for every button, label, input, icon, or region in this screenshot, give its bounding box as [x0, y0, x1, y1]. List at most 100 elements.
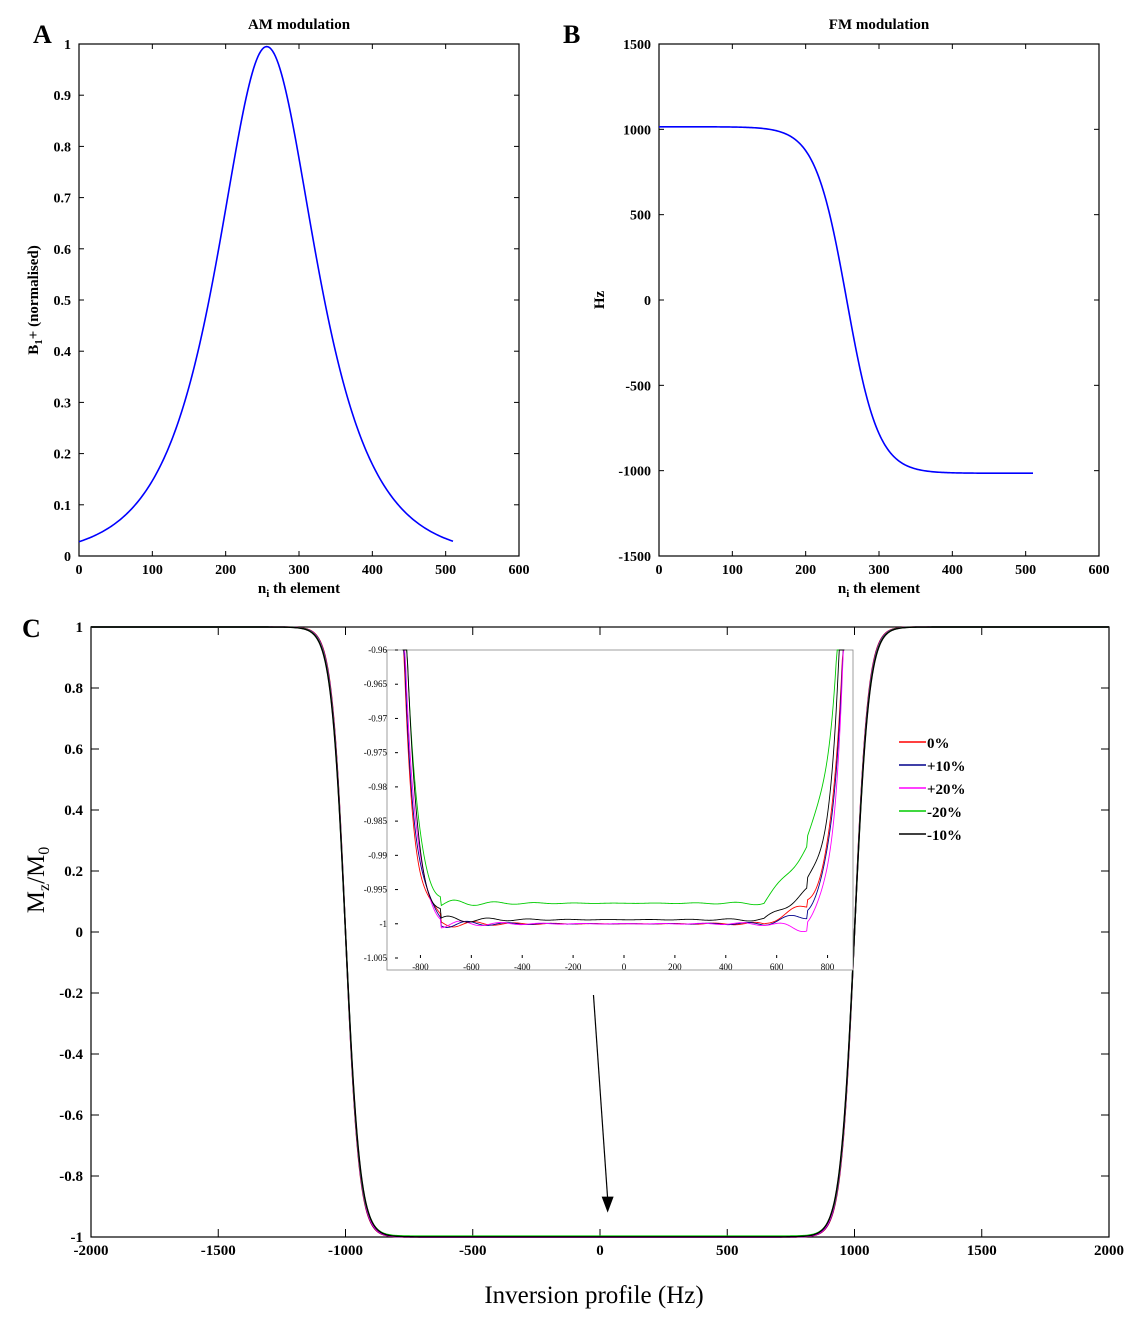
chart-a-ytick-label: 0.6 — [54, 243, 72, 258]
chart-c-inset-xtick-label: 200 — [668, 962, 682, 972]
chart-a-ytick-label: 0.5 — [54, 294, 72, 309]
chart-c-inset-series-line — [402, 649, 845, 907]
chart-c-inset-ytick-label: -1 — [380, 919, 388, 929]
chart-b-xtick-label: 400 — [942, 563, 963, 578]
chart-a-ytick-label: 1 — [64, 38, 71, 53]
chart-c-inset-ytick-label: -0.99 — [368, 850, 387, 860]
chart-c-inset-frame — [386, 649, 854, 971]
chart-b-xtick-label: 500 — [1015, 563, 1036, 578]
chart-b-xtick-label: 600 — [1089, 563, 1110, 578]
chart-a-xtick-label: 200 — [215, 563, 236, 578]
chart-c-xtick-label: -1000 — [328, 1243, 363, 1259]
chart-b-ytick-label: 0 — [644, 294, 651, 309]
inset-arrow-head — [601, 1196, 614, 1213]
chart-c-series-line — [91, 626, 1109, 1238]
chart-c-inset-xtick-label: 400 — [719, 962, 733, 972]
chart-a-ytick-label: 0.4 — [54, 345, 72, 360]
chart-b-xlabel-rest: th element — [849, 581, 920, 597]
chart-c-series-lines — [91, 626, 1109, 1238]
chart-c-inset-ytick-label: -1.005 — [364, 953, 388, 963]
chart-b-ytick-label: 500 — [630, 209, 651, 224]
chart-b-frame — [658, 43, 1100, 557]
chart-c-ytick-label: -0.8 — [59, 1169, 83, 1185]
chart-a-ytick-label: 0.3 — [54, 396, 72, 411]
chart-c-legend: 0% +10% +20% -20% -10% — [899, 736, 966, 844]
chart-a-xtick-label: 100 — [142, 563, 163, 578]
chart-a-xtick-label: 500 — [435, 563, 456, 578]
chart-a-xlabel: ni th element — [258, 581, 340, 600]
chart-c-inset-series-line — [402, 649, 845, 923]
chart-c-inset-xtick-label: -400 — [514, 962, 531, 972]
chart-b-ticks: 0 100 200 300 400 500 600 -1500 -1000 -500 0 500 100… — [618, 38, 1109, 578]
chart-b-xtick-label: 200 — [795, 563, 816, 578]
chart-c-inset-ytick-label: -0.98 — [368, 782, 387, 792]
chart-c-inset-xtick-label: -200 — [565, 962, 582, 972]
chart-c-ytick-label: -0.4 — [59, 1047, 83, 1063]
chart-a-xlabel-main: n — [258, 581, 267, 597]
chart-c-inset-xtick-label: -600 — [463, 962, 480, 972]
chart-fm-modulation: FM modulation 0 100 200 300 400 500 600 -1500 -1… — [592, 17, 1110, 600]
chart-c-xtick-label: -2000 — [74, 1243, 109, 1259]
chart-c-xtick-label: 2000 — [1094, 1243, 1124, 1259]
chart-b-fm-series-line — [659, 125, 1033, 475]
chart-c-inset-series-line — [402, 649, 845, 933]
chart-a-ytick-label: 0.8 — [54, 140, 72, 155]
legend-label: +20% — [927, 782, 966, 798]
chart-am-modulation: AM modulation 0 100 200 300 400 500 600 0 0.1 0.2… — [26, 17, 530, 600]
chart-b-ytick-label: -1500 — [618, 550, 651, 565]
chart-a-title: AM modulation — [248, 17, 351, 33]
chart-c-inset-ytick-label: -0.985 — [364, 816, 388, 826]
chart-a-ytick-label: 0.2 — [54, 448, 72, 463]
chart-a-ytick-label: 0.7 — [54, 192, 72, 207]
legend-label: -10% — [927, 828, 962, 844]
chart-c-inset-ticks: -800 -600 -400 -200 0 200 400 600 800 -1.005 -1 -0.… — [364, 645, 835, 972]
chart-c-inset-ytick-label: -0.975 — [364, 748, 388, 758]
chart-a-ylabel-main: B — [26, 345, 42, 355]
chart-c-inset-series-lines — [402, 649, 845, 933]
chart-a-ytick-label: 0 — [64, 550, 71, 565]
chart-a-xlabel-sub: i — [266, 588, 269, 600]
chart-c-ytick-label: 0.2 — [64, 864, 83, 880]
chart-c-ytick-label: 0 — [76, 925, 84, 941]
panel-letter-c: C — [22, 614, 41, 643]
chart-c-inset-ytick-label: -0.995 — [364, 885, 388, 895]
chart-a-ylabel-rest: + (normalised) — [26, 245, 42, 339]
chart-b-xtick-label: 0 — [656, 563, 663, 578]
chart-c-ylabel-mid: /M — [23, 855, 50, 884]
chart-c-inset-xtick-label: 600 — [770, 962, 784, 972]
chart-b-ylabel: Hz — [592, 290, 608, 309]
legend-label: +10% — [927, 759, 966, 775]
chart-a-xtick-label: 300 — [289, 563, 310, 578]
chart-b-xtick-label: 100 — [722, 563, 743, 578]
chart-c-ytick-label: 0.8 — [64, 681, 83, 697]
chart-c-ylabel-main: M — [23, 891, 50, 913]
chart-b-xlabel-sub: i — [846, 588, 849, 600]
chart-c-inset-ytick-label: -0.965 — [364, 679, 388, 689]
chart-c-inset-ytick-label: -0.97 — [368, 713, 387, 723]
chart-c-xtick-label: -500 — [459, 1243, 487, 1259]
chart-a-ylabel: B1+ (normalised) — [26, 245, 45, 354]
chart-b-ytick-label: -500 — [625, 379, 651, 394]
chart-c-inset-ytick-label: -0.96 — [368, 645, 387, 655]
chart-a-ytick-label: 0.1 — [54, 499, 72, 514]
chart-c-xtick-label: 500 — [716, 1243, 739, 1259]
chart-a-xtick-label: 0 — [76, 563, 83, 578]
chart-a-xtick-label: 600 — [509, 563, 530, 578]
chart-c-ticks: -2000 -1500 -1000 -500 0 500 1000 1500 2000-1-0.… — [59, 620, 1124, 1259]
chart-c-ytick-label: 0.4 — [64, 803, 83, 819]
chart-c-xtick-label: 1500 — [967, 1243, 997, 1259]
chart-b-ytick-label: -1000 — [618, 465, 651, 480]
chart-b-ytick-label: 1500 — [623, 38, 651, 53]
chart-c-xtick-label: 0 — [596, 1243, 604, 1259]
chart-a-ytick-label: 0.9 — [54, 89, 72, 104]
panel-letter-a: A — [33, 20, 52, 49]
chart-a-xlabel-rest: th element — [269, 581, 340, 597]
chart-c-inset-xtick-label: -800 — [412, 962, 429, 972]
chart-c-xtick-label: -1500 — [201, 1243, 236, 1259]
chart-a-frame — [78, 43, 520, 557]
chart-c-ytick-label: -0.2 — [59, 986, 83, 1002]
chart-c-inset: -800 -600 -400 -200 0 200 400 600 800 -1.005 -1 -0.… — [364, 645, 854, 972]
chart-c-ytick-label: -0.6 — [59, 1108, 83, 1124]
chart-a-am-series-line — [78, 45, 454, 543]
